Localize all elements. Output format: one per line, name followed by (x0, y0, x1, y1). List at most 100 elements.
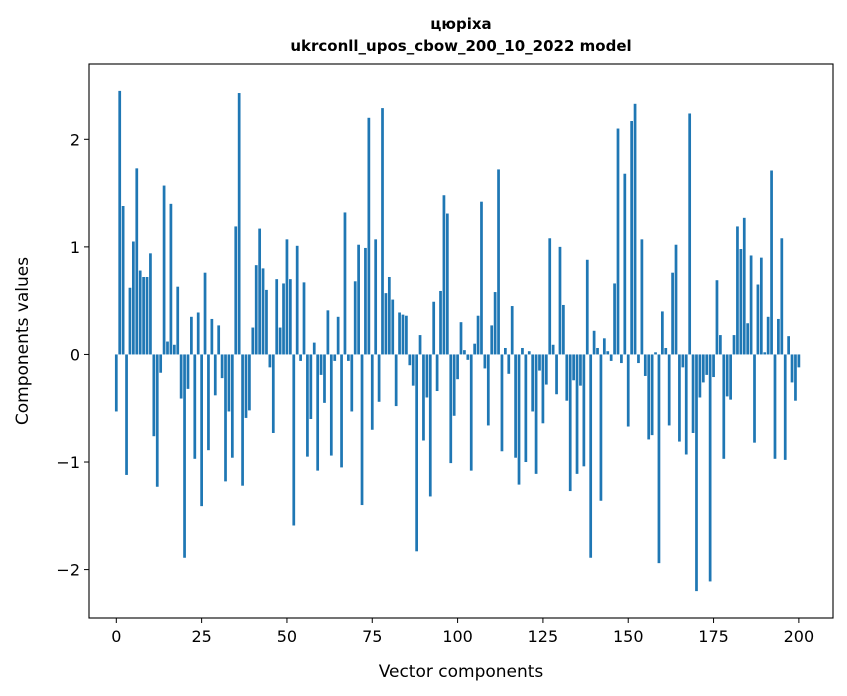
bar-40 (251, 327, 255, 355)
bar-9 (145, 276, 149, 355)
bar-163 (671, 272, 674, 355)
bar-24 (196, 312, 200, 355)
bar-120 (524, 354, 528, 463)
bar-95 (439, 290, 442, 355)
bar-112 (497, 169, 500, 355)
bar-98 (449, 354, 453, 464)
bar-156 (647, 354, 651, 440)
x-tick-label-175: 175 (698, 627, 729, 646)
bar-154 (640, 239, 644, 355)
bar-29 (213, 354, 217, 396)
bar-0 (114, 354, 118, 412)
bar-161 (664, 347, 668, 355)
x-tick-label-200: 200 (784, 627, 815, 646)
bar-115 (507, 354, 511, 374)
bar-189 (759, 257, 763, 355)
bar-series (114, 90, 801, 592)
bar-136 (579, 354, 582, 386)
bar-193 (773, 354, 777, 459)
bar-169 (691, 354, 695, 433)
x-tick-label-150: 150 (613, 627, 644, 646)
bar-172 (701, 354, 705, 383)
bar-110 (490, 325, 494, 355)
bar-143 (602, 338, 606, 355)
bar-134 (572, 354, 575, 381)
bar-34 (230, 354, 234, 458)
bar-141 (596, 347, 599, 355)
bar-198 (790, 354, 794, 383)
bar-4 (128, 287, 132, 355)
bar-165 (678, 354, 681, 442)
x-axis-label: Vector components (379, 662, 544, 682)
bar-149 (623, 173, 627, 355)
bar-146 (613, 283, 616, 355)
bar-50 (285, 239, 289, 355)
bar-59 (316, 354, 320, 471)
bar-69 (350, 354, 354, 412)
bar-63 (329, 354, 333, 456)
bar-183 (739, 249, 743, 355)
bar-105 (473, 343, 477, 355)
bar-12 (155, 354, 159, 487)
bar-121 (527, 351, 531, 355)
bar-99 (452, 354, 456, 416)
bar-43 (261, 268, 265, 355)
bar-16 (169, 203, 173, 355)
bar-174 (708, 354, 712, 582)
bar-96 (442, 195, 446, 355)
bar-35 (234, 226, 238, 355)
bar-122 (531, 354, 535, 412)
bar-23 (193, 354, 197, 459)
bar-158 (654, 352, 657, 355)
bar-37 (241, 354, 244, 486)
bar-160 (660, 311, 664, 355)
bar-185 (746, 323, 750, 355)
bar-68 (347, 354, 350, 361)
bar-100 (456, 354, 459, 380)
bar-30 (217, 325, 221, 355)
x-axis-ticks: 0 25 50 75 100 125 150 175 200 (111, 618, 814, 646)
bar-31 (220, 354, 224, 379)
bar-82 (394, 354, 398, 407)
bar-64 (333, 354, 337, 361)
bar-167 (684, 354, 688, 455)
bar-93 (432, 301, 436, 355)
bar-168 (688, 113, 692, 355)
bar-194 (777, 318, 780, 355)
bar-52 (292, 354, 296, 526)
bar-171 (698, 354, 702, 398)
bar-56 (306, 354, 309, 457)
bar-166 (681, 354, 685, 368)
bar-116 (510, 306, 514, 355)
bar-155 (643, 354, 647, 376)
bar-113 (500, 354, 504, 452)
plot-frame (88, 63, 834, 619)
bar-54 (299, 354, 302, 361)
bar-20 (183, 354, 186, 558)
bar-45 (268, 354, 272, 368)
bar-170 (695, 354, 698, 592)
bar-151 (630, 121, 634, 355)
bar-17 (172, 344, 176, 355)
bar-10 (149, 253, 152, 355)
bar-81 (391, 299, 395, 355)
bar-83 (398, 312, 401, 355)
bar-61 (323, 354, 326, 403)
bar-140 (592, 330, 596, 355)
bar-58 (312, 342, 316, 355)
bar-97 (445, 213, 449, 355)
bar-191 (766, 316, 770, 355)
bar-22 (190, 316, 193, 355)
bar-123 (534, 354, 538, 474)
bar-79 (384, 293, 388, 355)
bar-13 (159, 354, 163, 373)
y-tick-label-2: 2 (70, 130, 80, 149)
bar-173 (705, 354, 709, 375)
y-tick-label--1: −1 (56, 453, 80, 472)
bar-117 (514, 354, 517, 458)
bar-65 (336, 316, 340, 355)
bar-142 (599, 354, 603, 501)
bar-85 (405, 315, 408, 355)
bar-71 (357, 244, 360, 355)
